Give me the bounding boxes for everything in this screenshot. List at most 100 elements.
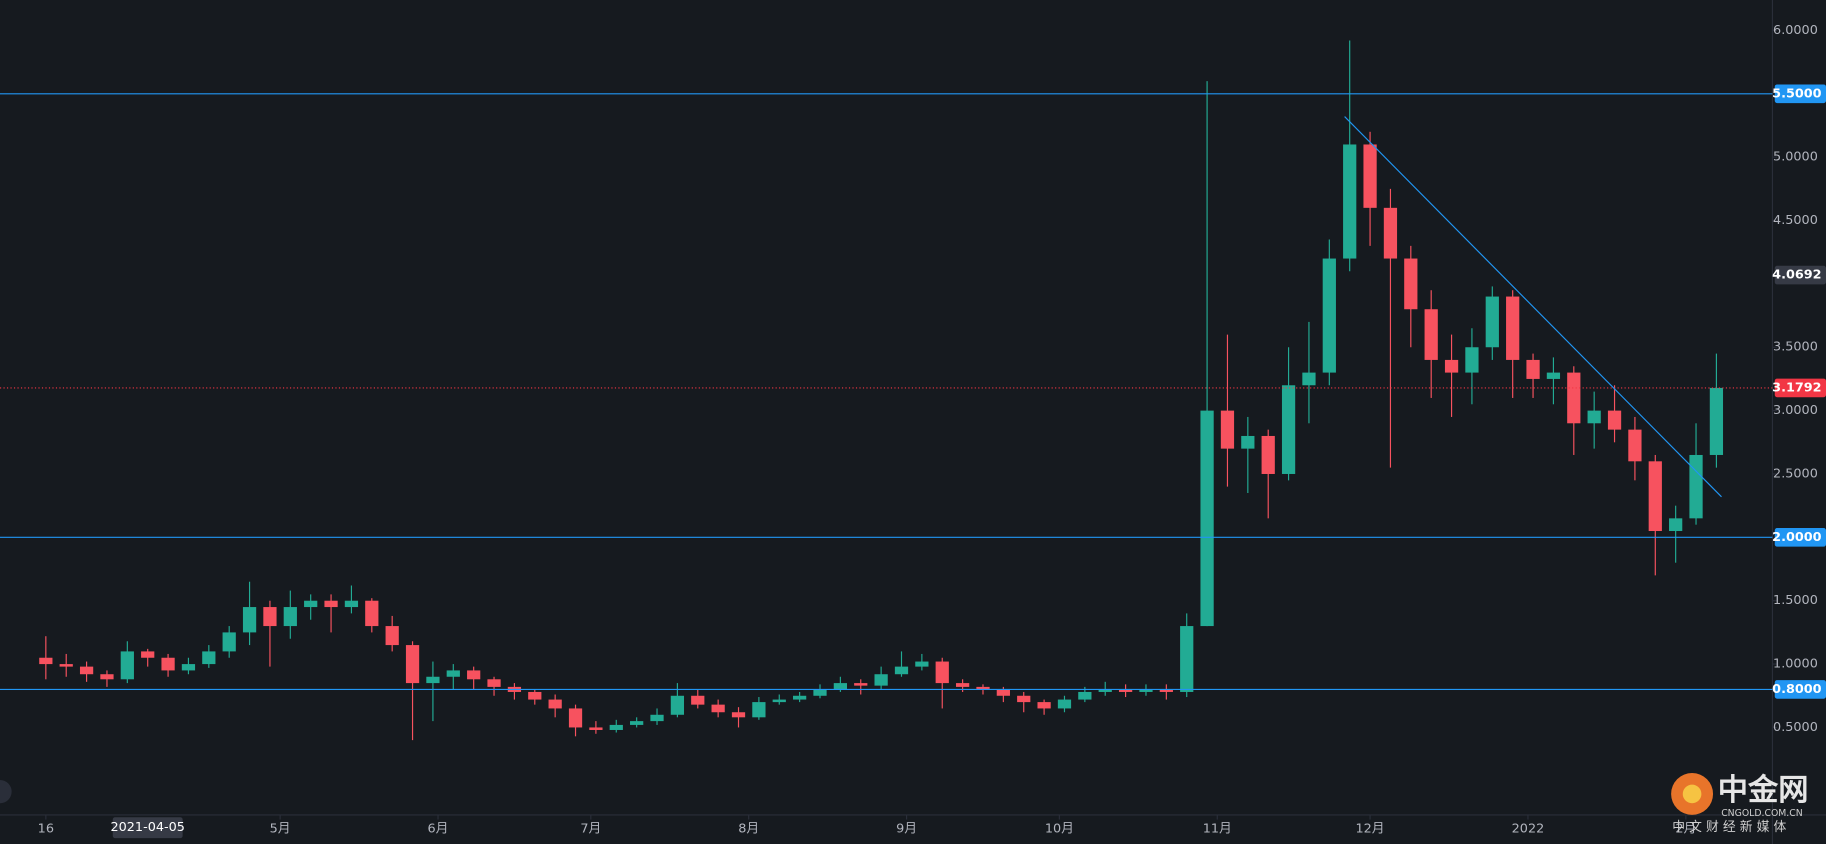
candle-body xyxy=(1689,454,1703,519)
x-tick-label: 9月 xyxy=(896,821,917,836)
candle-body xyxy=(385,626,399,646)
y-tick-label: 3.5000 xyxy=(1773,340,1818,355)
candle-body xyxy=(1343,144,1357,259)
candle-body xyxy=(1261,435,1275,474)
candle-body xyxy=(1322,258,1336,373)
x-tick-label: 6月 xyxy=(428,821,449,836)
candle-body xyxy=(548,699,562,709)
candle-body xyxy=(976,686,990,690)
candle-body xyxy=(446,670,460,677)
x-tick-label: 7月 xyxy=(580,821,601,836)
candle-body xyxy=(1628,429,1642,462)
candle-body xyxy=(1098,689,1112,692)
logo-name: 中金网 xyxy=(1718,772,1809,808)
candle-body xyxy=(772,699,786,703)
candle-body xyxy=(752,702,766,718)
candle-body xyxy=(1159,689,1173,692)
candle-body xyxy=(283,607,297,627)
x-tick-label: 16 xyxy=(38,821,54,836)
candle-body xyxy=(304,600,318,608)
level-label-box xyxy=(1774,680,1826,699)
candle-body xyxy=(1424,309,1438,360)
level-label: 5.5000 xyxy=(1772,86,1821,101)
candle-body xyxy=(365,600,379,627)
candle-body xyxy=(1648,461,1662,532)
candle-body xyxy=(691,695,705,705)
x-tick-label: 12月 xyxy=(1356,821,1385,836)
candle-body xyxy=(467,670,481,680)
candle-body xyxy=(894,666,909,675)
y-tick-label: 1.0000 xyxy=(1773,657,1818,672)
candle-body xyxy=(589,727,603,730)
candle-body xyxy=(222,632,236,652)
candle-body xyxy=(1607,410,1622,430)
candle-body xyxy=(1444,359,1459,373)
candle-body xyxy=(487,679,501,687)
candle-body xyxy=(79,666,94,675)
marker-price-label: 4.0692 xyxy=(1772,268,1821,283)
y-tick-label: 5.0000 xyxy=(1773,150,1818,165)
candle-body xyxy=(202,651,216,665)
trendline xyxy=(1344,116,1722,498)
candle-body xyxy=(242,607,257,633)
candle-body xyxy=(1200,410,1214,627)
candle-body xyxy=(670,695,685,715)
candle-body xyxy=(1241,435,1255,449)
candle-body xyxy=(1383,207,1398,259)
candle-body xyxy=(181,664,196,671)
candle-body xyxy=(1281,385,1296,474)
candle-body xyxy=(1180,626,1194,692)
candle-body xyxy=(1506,296,1520,360)
y-tick-label: 3.0000 xyxy=(1773,403,1818,418)
candle-body xyxy=(1118,689,1133,692)
candle-body xyxy=(1567,372,1581,424)
scroll-button[interactable] xyxy=(0,779,12,804)
candle-body xyxy=(1709,387,1724,455)
x-tick-label: 2022 xyxy=(1512,821,1545,836)
x-tick-label: 2月 xyxy=(1675,821,1696,836)
crosshair-date: 2021-04-05 xyxy=(111,820,185,835)
candle-body xyxy=(630,721,644,725)
logo-tagline: 中 文 财 经 新 媒 体 xyxy=(1672,819,1786,835)
x-tick-label: 10月 xyxy=(1045,821,1074,836)
candle-body xyxy=(650,714,664,722)
candle-body xyxy=(263,607,277,627)
candle-body xyxy=(996,689,1010,696)
candle-body xyxy=(161,657,175,671)
logo-domain: CNGOLD.COM.CN xyxy=(1721,808,1803,819)
candle-body xyxy=(39,657,53,665)
level-label-box xyxy=(1774,528,1826,547)
candle-body xyxy=(915,661,929,667)
level-label: 0.8000 xyxy=(1772,682,1821,697)
y-tick-label: 2.5000 xyxy=(1773,466,1818,481)
candle-body xyxy=(1220,410,1235,449)
marker-price-box xyxy=(1774,265,1826,285)
candle-body xyxy=(1404,258,1418,310)
candle-body xyxy=(141,651,155,658)
y-tick-label: 6.0000 xyxy=(1773,23,1818,38)
candle-body xyxy=(59,664,73,667)
candle-body xyxy=(344,600,359,608)
candle-body xyxy=(1546,372,1561,379)
candle-body xyxy=(1139,689,1153,692)
last-price-box xyxy=(1774,378,1826,398)
candle-body xyxy=(1302,372,1316,386)
candle-body xyxy=(935,661,949,684)
candle-body xyxy=(609,724,623,730)
candle-body xyxy=(1669,518,1683,532)
candle-body xyxy=(711,704,725,713)
candle-body xyxy=(854,683,868,686)
y-tick-label: 0.5000 xyxy=(1773,720,1818,735)
y-tick-label: 4.5000 xyxy=(1773,213,1818,228)
candle-body xyxy=(813,689,827,696)
candle-body xyxy=(1363,144,1377,208)
candle-body xyxy=(793,695,807,700)
x-tick-label: 11月 xyxy=(1203,821,1232,836)
x-tick-label: 8月 xyxy=(738,821,759,836)
candle-body xyxy=(568,708,583,728)
candle-body xyxy=(1526,359,1540,379)
candle-body xyxy=(405,645,420,684)
candle-body xyxy=(874,674,888,686)
